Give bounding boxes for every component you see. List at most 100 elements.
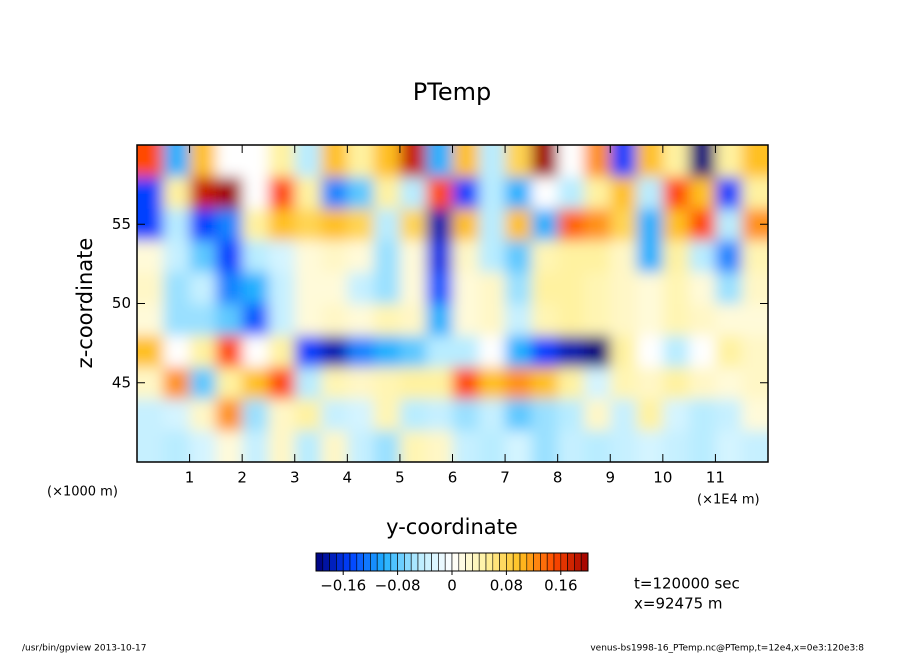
x-tick-label: 11 — [706, 469, 725, 487]
colorbar-cell — [553, 552, 562, 572]
cell — [662, 430, 690, 462]
cell — [583, 303, 611, 336]
x-tick-label: 9 — [605, 469, 615, 487]
cell — [689, 240, 716, 273]
cell — [505, 335, 532, 368]
cell — [741, 145, 768, 178]
cell — [636, 176, 664, 209]
cell — [636, 208, 664, 241]
cell — [399, 303, 427, 336]
cell — [242, 240, 269, 273]
cell — [294, 335, 322, 368]
cell — [321, 271, 348, 304]
cell — [347, 240, 375, 273]
cell — [399, 430, 427, 462]
cell — [610, 271, 638, 304]
cell — [610, 145, 638, 178]
cell — [715, 271, 743, 304]
cell — [321, 335, 348, 368]
cell — [557, 366, 585, 400]
cell — [531, 335, 559, 368]
cell — [426, 398, 453, 431]
cell — [557, 176, 585, 209]
cell — [531, 398, 559, 431]
annotation: x=92475 m — [634, 595, 723, 613]
colorbar-tick-label: 0.08 — [490, 577, 523, 595]
cell — [505, 366, 532, 400]
cell — [610, 335, 638, 368]
cell — [242, 366, 269, 400]
cell — [268, 240, 296, 273]
x-tick-label: 5 — [395, 469, 405, 487]
cell — [189, 176, 217, 209]
colorbar-cell — [376, 552, 385, 572]
cell — [373, 176, 401, 209]
colorbar-cell — [458, 552, 466, 572]
cell — [531, 145, 559, 178]
colorbar-cell — [444, 552, 453, 572]
cell — [137, 335, 164, 368]
cell — [505, 271, 532, 304]
cell — [583, 366, 611, 400]
cell — [242, 430, 269, 462]
cell — [189, 271, 217, 304]
cell — [689, 335, 716, 368]
colorbar-cell — [451, 552, 460, 572]
cell — [215, 176, 243, 209]
cell — [268, 335, 296, 368]
cell — [215, 271, 243, 304]
cell — [741, 271, 768, 304]
cell — [478, 303, 506, 336]
x-tick-label: 8 — [553, 469, 563, 487]
cell — [321, 366, 348, 400]
cell — [215, 335, 243, 368]
cell — [373, 208, 401, 241]
y-tick-label: 55 — [112, 215, 131, 233]
colorbar-cell — [533, 552, 541, 572]
cell — [557, 208, 585, 241]
cell — [294, 176, 322, 209]
chart-title: PTemp — [413, 78, 491, 106]
cell — [294, 303, 322, 336]
cell — [268, 303, 296, 336]
cell — [636, 271, 664, 304]
cell — [715, 335, 743, 368]
x-tick-label: 6 — [448, 469, 458, 487]
cell — [163, 366, 191, 400]
cell — [294, 366, 322, 400]
colorbar-cell — [349, 552, 358, 572]
cell — [662, 366, 690, 400]
cell — [610, 208, 638, 241]
colorbar-cell — [574, 552, 582, 572]
cell — [294, 208, 322, 241]
cell — [610, 176, 638, 209]
colorbar-cell — [506, 552, 514, 572]
cell — [373, 145, 401, 178]
cell — [189, 240, 217, 273]
cell — [137, 145, 164, 178]
cell — [268, 398, 296, 431]
cell — [531, 176, 559, 209]
colorbar-cell — [404, 552, 412, 572]
cell — [399, 176, 427, 209]
cell — [321, 145, 348, 178]
cell — [715, 303, 743, 336]
cell — [294, 430, 322, 462]
colorbar-cell — [383, 552, 392, 572]
cell — [636, 240, 664, 273]
cell — [715, 240, 743, 273]
colorbar-tick-label: −0.08 — [375, 577, 421, 595]
cell — [347, 145, 375, 178]
cell — [347, 398, 375, 431]
cell — [215, 303, 243, 336]
cell — [373, 271, 401, 304]
cell — [452, 430, 480, 462]
cell — [610, 398, 638, 431]
x-tick-label: 4 — [343, 469, 353, 487]
cell — [610, 240, 638, 273]
cell — [294, 398, 322, 431]
cell — [689, 303, 716, 336]
cell — [557, 271, 585, 304]
cell — [557, 430, 585, 462]
cell — [689, 271, 716, 304]
